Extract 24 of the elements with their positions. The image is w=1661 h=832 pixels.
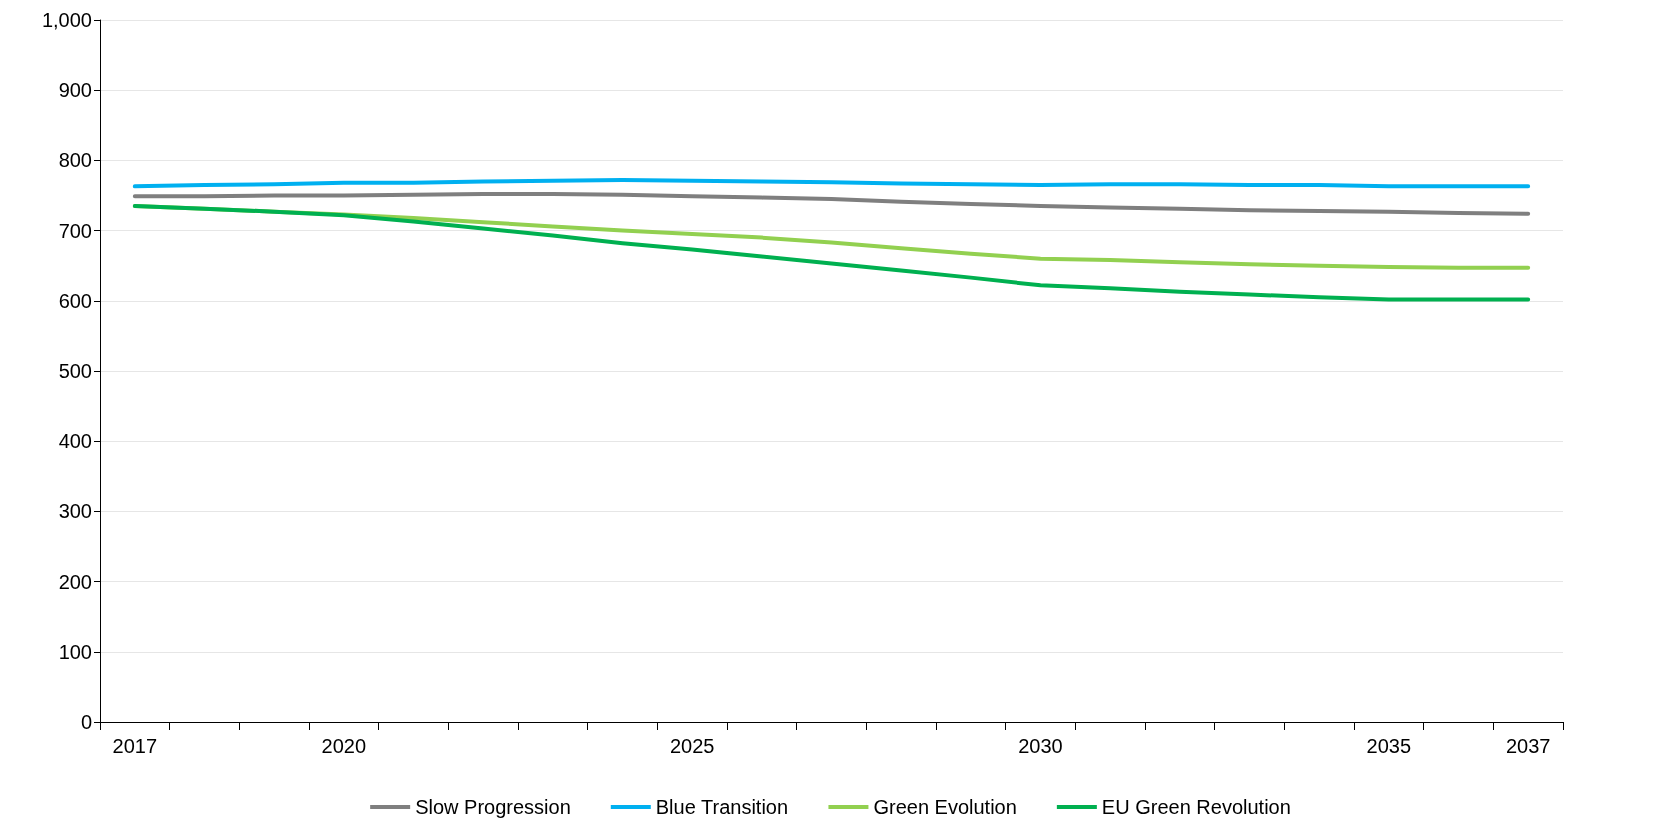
line-series (132, 204, 1531, 302)
legend-label: Slow Progression (415, 796, 571, 818)
y-tick-label: 800 (58, 149, 92, 172)
y-tick-label: 500 (58, 360, 92, 382)
y-tick-label: 700 (58, 219, 92, 242)
x-tick-label: 2020 (321, 735, 367, 757)
y-tick-label: 1,000 (41, 9, 92, 31)
y-tick-label: 100 (58, 640, 92, 663)
y-tick-label: 300 (58, 500, 92, 523)
x-tick-label: 2025 (669, 735, 715, 757)
y-tick-label: 400 (58, 430, 92, 453)
legend-label: Blue Transition (655, 796, 789, 818)
line-series (132, 192, 1531, 216)
x-tick-label: 2035 (1366, 735, 1412, 757)
y-tick-label: 600 (58, 289, 92, 312)
y-tick-label: 900 (58, 79, 92, 102)
x-tick-label: 2030 (1018, 735, 1063, 757)
x-tick-label: 2037 (1505, 735, 1551, 757)
line-series (132, 178, 1531, 189)
y-tick-label: 0 (80, 711, 92, 733)
legend-label: Green Evolution (873, 796, 1017, 818)
x-tick-label: 2017 (112, 735, 158, 757)
legend-label: EU Green Revolution (1101, 796, 1291, 818)
y-tick-label: 200 (58, 570, 92, 593)
